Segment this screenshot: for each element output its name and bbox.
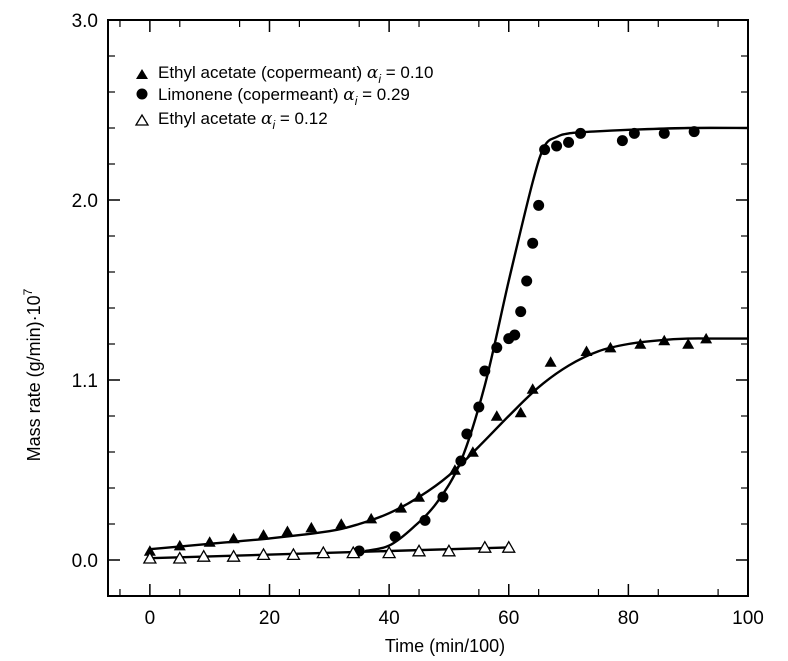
data-markers xyxy=(142,126,713,564)
data-point-circle xyxy=(628,127,640,139)
data-point-filled-triangle xyxy=(203,536,216,547)
data-point-circle xyxy=(461,428,473,440)
data-point-open-triangle xyxy=(411,543,427,557)
data-point-open-triangle xyxy=(316,545,331,559)
data-point-filled-triangle xyxy=(490,410,503,421)
data-point-open-triangle xyxy=(172,551,187,564)
data-point-filled-triangle xyxy=(281,525,294,536)
legend: Ethyl acetate (copermeant) αi = 0.10 Lim… xyxy=(134,63,433,132)
data-point-circle xyxy=(389,531,401,543)
y-tick-label: 3.0 xyxy=(72,11,98,32)
data-point-filled-triangle xyxy=(448,464,461,475)
legend-label: Limonene (copermeant) αi = 0.29 xyxy=(158,85,410,108)
plot-area xyxy=(107,19,749,597)
data-point-circle xyxy=(437,491,449,503)
legend-label: Ethyl acetate αi = 0.12 xyxy=(158,109,328,132)
data-point-circle xyxy=(616,135,628,147)
data-point-circle xyxy=(419,514,431,526)
data-point-filled-triangle xyxy=(634,338,647,349)
data-point-open-triangle xyxy=(382,545,397,559)
data-point-filled-triangle xyxy=(227,532,240,544)
legend-entry-ethyl-acetate-copermeant: Ethyl acetate (copermeant) αi = 0.10 xyxy=(136,63,433,86)
data-point-circle xyxy=(521,275,533,287)
data-point-circle xyxy=(473,401,485,413)
data-point-open-triangle xyxy=(256,547,271,561)
data-point-filled-triangle xyxy=(173,539,186,551)
data-point-circle xyxy=(479,365,491,377)
data-point-circle xyxy=(515,306,527,318)
data-point-filled-triangle xyxy=(700,332,713,344)
legend-marker-open-triangle xyxy=(134,113,150,126)
plot-border xyxy=(107,19,749,597)
y-tick-label: 2.0 xyxy=(72,191,98,212)
x-tick-label: 60 xyxy=(498,608,519,629)
x-tick-label: 40 xyxy=(379,608,400,629)
data-point-filled-triangle xyxy=(526,383,539,394)
data-point-circle xyxy=(658,127,670,139)
legend-label: Ethyl acetate (copermeant) αi = 0.10 xyxy=(158,63,433,86)
data-point-circle xyxy=(551,140,563,152)
y-tick-label: 1.1 xyxy=(72,371,98,392)
data-point-open-triangle xyxy=(477,540,492,553)
data-point-filled-triangle xyxy=(365,512,378,524)
data-point-circle xyxy=(491,342,503,354)
data-point-filled-triangle xyxy=(580,345,593,356)
data-point-filled-triangle xyxy=(604,341,617,353)
fit-curve-series-0 xyxy=(149,337,748,551)
fitted-curves xyxy=(149,126,749,560)
data-point-filled-triangle xyxy=(143,545,156,556)
axis-ticks: 0 20 40 60 80 100 0.0 1.1 2.0 3.0 xyxy=(72,11,764,629)
legend-marker-filled-triangle xyxy=(136,69,148,79)
data-point-filled-triangle xyxy=(413,491,426,502)
data-point-open-triangle xyxy=(286,547,301,561)
x-tick-label: 20 xyxy=(259,608,280,629)
data-point-circle xyxy=(688,126,700,138)
data-point-circle xyxy=(539,144,551,156)
y-tick-label: 0.0 xyxy=(72,551,98,572)
data-point-circle xyxy=(527,237,539,249)
data-point-open-triangle xyxy=(501,540,516,553)
data-point-circle xyxy=(509,329,521,341)
x-tick-label: 100 xyxy=(732,608,764,629)
data-point-open-triangle xyxy=(196,549,211,562)
data-point-filled-triangle xyxy=(466,446,479,457)
data-point-filled-triangle xyxy=(682,338,695,349)
data-point-open-triangle xyxy=(142,551,157,564)
data-point-filled-triangle xyxy=(335,518,348,529)
data-point-open-triangle xyxy=(346,545,361,559)
data-point-filled-triangle xyxy=(544,356,557,367)
data-point-filled-triangle xyxy=(514,406,527,418)
x-tick-label: 0 xyxy=(145,608,156,629)
x-tick-label: 80 xyxy=(618,608,639,629)
data-point-open-triangle xyxy=(441,543,457,557)
data-point-circle xyxy=(455,455,467,467)
data-point-open-triangle xyxy=(226,549,241,562)
data-point-filled-triangle xyxy=(658,334,671,346)
data-point-filled-triangle xyxy=(305,521,318,533)
legend-entry-limonene-copermeant: Limonene (copermeant) αi = 0.29 xyxy=(136,85,410,108)
legend-entry-ethyl-acetate: Ethyl acetate αi = 0.12 xyxy=(134,109,328,132)
y-axis-label: Mass rate (g/min)·107 xyxy=(21,288,44,461)
data-point-circle xyxy=(575,127,587,139)
data-point-filled-triangle xyxy=(257,529,270,540)
data-point-filled-triangle xyxy=(395,502,408,513)
data-point-circle xyxy=(563,136,575,148)
x-axis-label: Time (min/100) xyxy=(385,636,505,656)
legend-marker-filled-circle xyxy=(136,88,148,100)
data-point-circle xyxy=(533,199,545,211)
